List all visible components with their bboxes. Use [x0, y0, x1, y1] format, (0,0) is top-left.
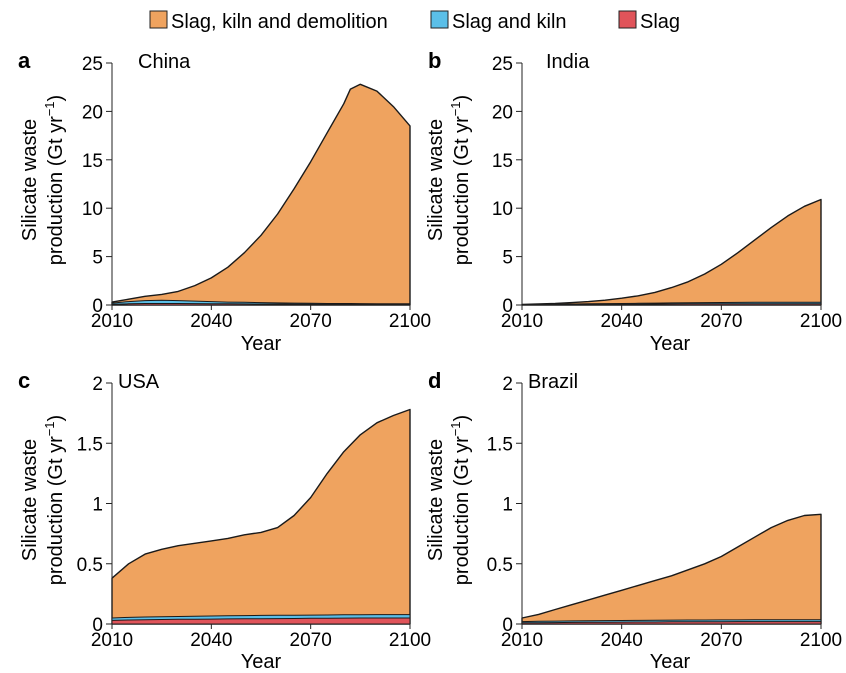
- y-tick-label: 20: [82, 102, 103, 123]
- area-series-demolition-b: [521, 198, 822, 306]
- panel-b-ylabel-line1: Silicate waste: [425, 119, 447, 241]
- panel-d-ylabel-line1: Silicate waste: [425, 439, 447, 561]
- panel-d-title: Brazil: [528, 371, 578, 393]
- panel-d-xlabel: Year: [650, 651, 691, 673]
- panel-a: a China Silicate waste production (Gt yr…: [18, 48, 431, 355]
- y-tick-label: 20: [492, 102, 513, 123]
- x-tick-label: 2010: [91, 630, 133, 651]
- y-tick-label: 0: [502, 615, 513, 636]
- panel-letter-a: a: [18, 48, 31, 73]
- panel-c-title: USA: [118, 371, 160, 393]
- panel-a-ylabel-line1: Silicate waste: [19, 119, 41, 241]
- legend-label-demolition: Slag, kiln and demolition: [171, 11, 388, 33]
- y-tick-label: 25: [492, 54, 513, 75]
- y-tick-label: 15: [492, 151, 513, 172]
- x-tick-label: 2040: [601, 630, 643, 651]
- panel-c-ylabel-line1: Silicate waste: [19, 439, 41, 561]
- plot-area-b: 0 5 10 15 20 25 2010 2040 2070 2100: [492, 54, 842, 332]
- y-tick-label: 10: [492, 199, 513, 220]
- legend-swatch-demolition: [149, 10, 168, 29]
- legend-label-kiln: Slag and kiln: [452, 11, 567, 33]
- x-tick-label: 2040: [601, 311, 643, 332]
- panel-c: c USA Silicate waste production (Gt yr−1…: [18, 368, 431, 673]
- x-tick-label: 2010: [91, 311, 133, 332]
- x-tick-label: 2070: [290, 311, 332, 332]
- plot-area-a: 0 5 10 15 20 25 2010 2040 2070 2100: [82, 54, 431, 332]
- area-series-slag-d: [521, 621, 822, 625]
- y-tick-label: 1.5: [77, 434, 103, 455]
- x-tick-label: 2100: [800, 311, 842, 332]
- y-tick-label: 2: [502, 374, 513, 395]
- x-tick-label: 2100: [389, 630, 431, 651]
- x-tick-label: 2070: [700, 630, 742, 651]
- panel-d: d Brazil Silicate waste production (Gt y…: [425, 368, 842, 673]
- panel-a-ylabel-line2: production (Gt yr−1): [42, 95, 67, 265]
- y-tick-label: 0.5: [77, 555, 103, 576]
- y-tick-label: 15: [82, 151, 103, 172]
- y-tick-label: 5: [92, 248, 103, 269]
- x-tick-label: 2010: [501, 630, 543, 651]
- y-tick-label: 1.5: [487, 434, 513, 455]
- x-tick-label: 2100: [800, 630, 842, 651]
- plot-area-d: 0 0.5 1 1.5 2 2010 2040 2070 2100: [487, 374, 843, 651]
- panel-b-ylabel-line2: production (Gt yr−1): [448, 95, 473, 265]
- y-tick-label: 0.5: [487, 555, 513, 576]
- y-tick-label: 25: [82, 54, 103, 75]
- x-tick-label: 2070: [290, 630, 332, 651]
- panel-c-ylabel-line2: production (Gt yr−1): [42, 415, 67, 585]
- x-tick-label: 2040: [190, 311, 232, 332]
- y-tick-label: 1: [502, 495, 513, 516]
- panel-letter-c: c: [18, 368, 30, 393]
- legend: Slag, kiln and demolition Slag and kiln …: [149, 10, 680, 33]
- legend-label-slag: Slag: [640, 11, 680, 33]
- area-series-demolition-a: [111, 83, 411, 306]
- x-tick-label: 2040: [190, 630, 232, 651]
- area-series-slag-c: [111, 617, 411, 625]
- legend-swatch-kiln: [430, 10, 449, 29]
- panel-a-xlabel: Year: [241, 333, 282, 355]
- panel-b: b India Silicate waste production (Gt yr…: [425, 48, 842, 355]
- panel-letter-d: d: [428, 368, 441, 393]
- panel-letter-b: b: [428, 48, 441, 73]
- y-tick-label: 2: [92, 374, 103, 395]
- area-series-demolition-d: [521, 513, 822, 625]
- y-tick-label: 1: [92, 495, 103, 516]
- panel-b-title: India: [546, 51, 590, 73]
- plot-area-c: 0 0.5 1 1.5 2 2010 2040 2070 2100: [77, 374, 432, 651]
- x-tick-label: 2100: [389, 311, 431, 332]
- x-tick-label: 2010: [501, 311, 543, 332]
- area-series-demolition-c: [111, 408, 411, 625]
- y-tick-label: 5: [502, 248, 513, 269]
- y-tick-label: 0: [92, 615, 103, 636]
- panel-d-ylabel-line2: production (Gt yr−1): [448, 415, 473, 585]
- y-tick-label: 0: [502, 296, 513, 317]
- legend-swatch-slag: [618, 10, 637, 29]
- y-tick-label: 10: [82, 199, 103, 220]
- panel-c-xlabel: Year: [241, 651, 282, 673]
- panel-a-title: China: [138, 51, 191, 73]
- panel-b-xlabel: Year: [650, 333, 691, 355]
- y-tick-label: 0: [92, 296, 103, 317]
- x-tick-label: 2070: [700, 311, 742, 332]
